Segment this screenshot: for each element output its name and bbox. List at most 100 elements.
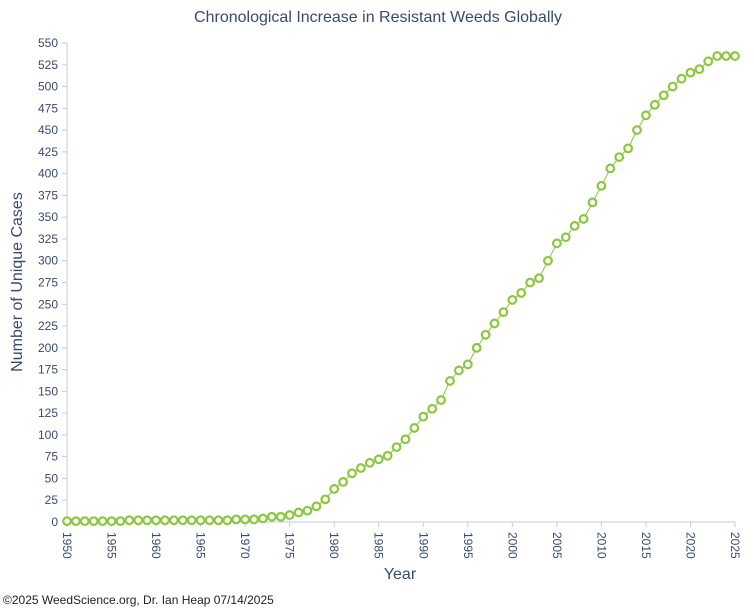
data-point[interactable] — [168, 515, 179, 526]
data-point[interactable] — [578, 214, 589, 224]
data-point[interactable] — [730, 51, 740, 61]
data-point[interactable] — [534, 273, 544, 284]
data-point[interactable] — [320, 494, 331, 505]
data-point[interactable] — [587, 197, 598, 208]
data-point[interactable] — [231, 514, 242, 525]
data-point[interactable] — [498, 307, 509, 318]
x-tick-label: 1955 — [105, 532, 119, 559]
data-point[interactable] — [391, 442, 402, 453]
data-point[interactable] — [632, 125, 642, 135]
data-point[interactable] — [356, 463, 366, 473]
data-point[interactable] — [79, 516, 90, 527]
data-point[interactable] — [641, 110, 651, 121]
data-point[interactable] — [338, 477, 349, 487]
y-tick-label: 275 — [38, 276, 58, 290]
data-point[interactable] — [658, 90, 669, 101]
data-point[interactable] — [453, 365, 464, 376]
y-tick-label: 175 — [38, 363, 58, 377]
data-point[interactable] — [204, 515, 215, 526]
data-point[interactable] — [160, 515, 170, 526]
data-point[interactable] — [62, 516, 72, 527]
data-point[interactable] — [649, 99, 660, 110]
data-point[interactable] — [142, 515, 153, 526]
data-point[interactable] — [605, 163, 616, 174]
data-point[interactable] — [685, 67, 696, 78]
y-tick-label: 75 — [45, 450, 59, 464]
data-point[interactable] — [436, 395, 446, 405]
data-point[interactable] — [115, 516, 126, 527]
y-tick-label: 550 — [38, 36, 58, 50]
y-tick-label: 450 — [38, 123, 58, 137]
data-point[interactable] — [400, 434, 411, 445]
y-tick-label: 525 — [38, 58, 58, 72]
y-tick-label: 250 — [38, 297, 58, 311]
data-point[interactable] — [614, 152, 625, 162]
x-tick-label: 2000 — [505, 532, 519, 559]
data-point[interactable] — [445, 376, 455, 386]
data-point[interactable] — [525, 277, 536, 288]
y-tick-label: 425 — [38, 145, 58, 159]
y-tick-label: 25 — [45, 493, 59, 507]
data-point[interactable] — [703, 56, 714, 67]
data-point[interactable] — [480, 329, 491, 340]
data-point[interactable] — [721, 51, 731, 61]
data-point[interactable] — [177, 515, 188, 526]
data-point[interactable] — [373, 454, 384, 465]
data-point[interactable] — [560, 232, 571, 243]
data-point[interactable] — [284, 510, 295, 520]
data-point[interactable] — [71, 516, 81, 527]
data-point[interactable] — [694, 64, 705, 75]
data-point[interactable] — [151, 515, 161, 526]
y-tick-label: 475 — [38, 101, 58, 115]
chart-title: Chronological Increase in Resistant Weed… — [194, 9, 562, 26]
y-tick-label: 325 — [38, 232, 58, 246]
data-point[interactable] — [249, 514, 259, 525]
data-point[interactable] — [97, 516, 108, 527]
data-point[interactable] — [462, 359, 473, 370]
data-point[interactable] — [311, 501, 322, 512]
data-point[interactable] — [667, 81, 678, 92]
data-point[interactable] — [364, 457, 375, 468]
data-point[interactable] — [240, 514, 251, 525]
x-tick-label: 1980 — [327, 532, 341, 559]
data-point[interactable] — [382, 450, 393, 461]
data-point[interactable] — [266, 511, 277, 522]
data-point[interactable] — [551, 238, 562, 249]
data-point[interactable] — [195, 515, 206, 526]
y-tick-label: 300 — [38, 254, 58, 268]
data-point[interactable] — [676, 73, 687, 84]
x-tick-label: 1995 — [461, 532, 475, 559]
data-point[interactable] — [623, 143, 634, 154]
data-point[interactable] — [124, 515, 135, 526]
data-point[interactable] — [516, 288, 527, 298]
data-point[interactable] — [106, 516, 117, 527]
data-point[interactable] — [596, 180, 607, 191]
data-point[interactable] — [213, 515, 224, 526]
copyright-credit: ©2025 WeedScience.org, Dr. Ian Heap 07/1… — [3, 593, 274, 607]
data-point[interactable] — [543, 255, 553, 266]
data-point[interactable] — [569, 220, 580, 231]
data-point[interactable] — [275, 511, 286, 522]
data-point[interactable] — [222, 515, 233, 526]
data-point[interactable] — [258, 513, 268, 524]
data-point[interactable] — [293, 507, 304, 518]
data-point[interactable] — [409, 423, 420, 433]
data-point[interactable] — [133, 515, 144, 526]
data-point[interactable] — [329, 484, 340, 494]
data-point[interactable] — [186, 515, 197, 526]
data-point[interactable] — [418, 411, 429, 422]
y-tick-label: 100 — [38, 428, 58, 442]
x-tick-label: 2020 — [683, 532, 697, 559]
data-point[interactable] — [471, 342, 482, 353]
data-point[interactable] — [427, 403, 438, 414]
data-point[interactable] — [712, 51, 723, 61]
x-tick-label: 2005 — [550, 532, 564, 559]
data-point[interactable] — [302, 505, 313, 516]
data-point[interactable] — [88, 516, 99, 527]
y-tick-label: 375 — [38, 188, 58, 202]
y-tick-label: 400 — [38, 167, 58, 181]
data-point[interactable] — [347, 468, 357, 479]
data-point[interactable] — [489, 318, 500, 329]
data-point[interactable] — [507, 295, 518, 305]
x-tick-label: 2010 — [594, 532, 608, 559]
